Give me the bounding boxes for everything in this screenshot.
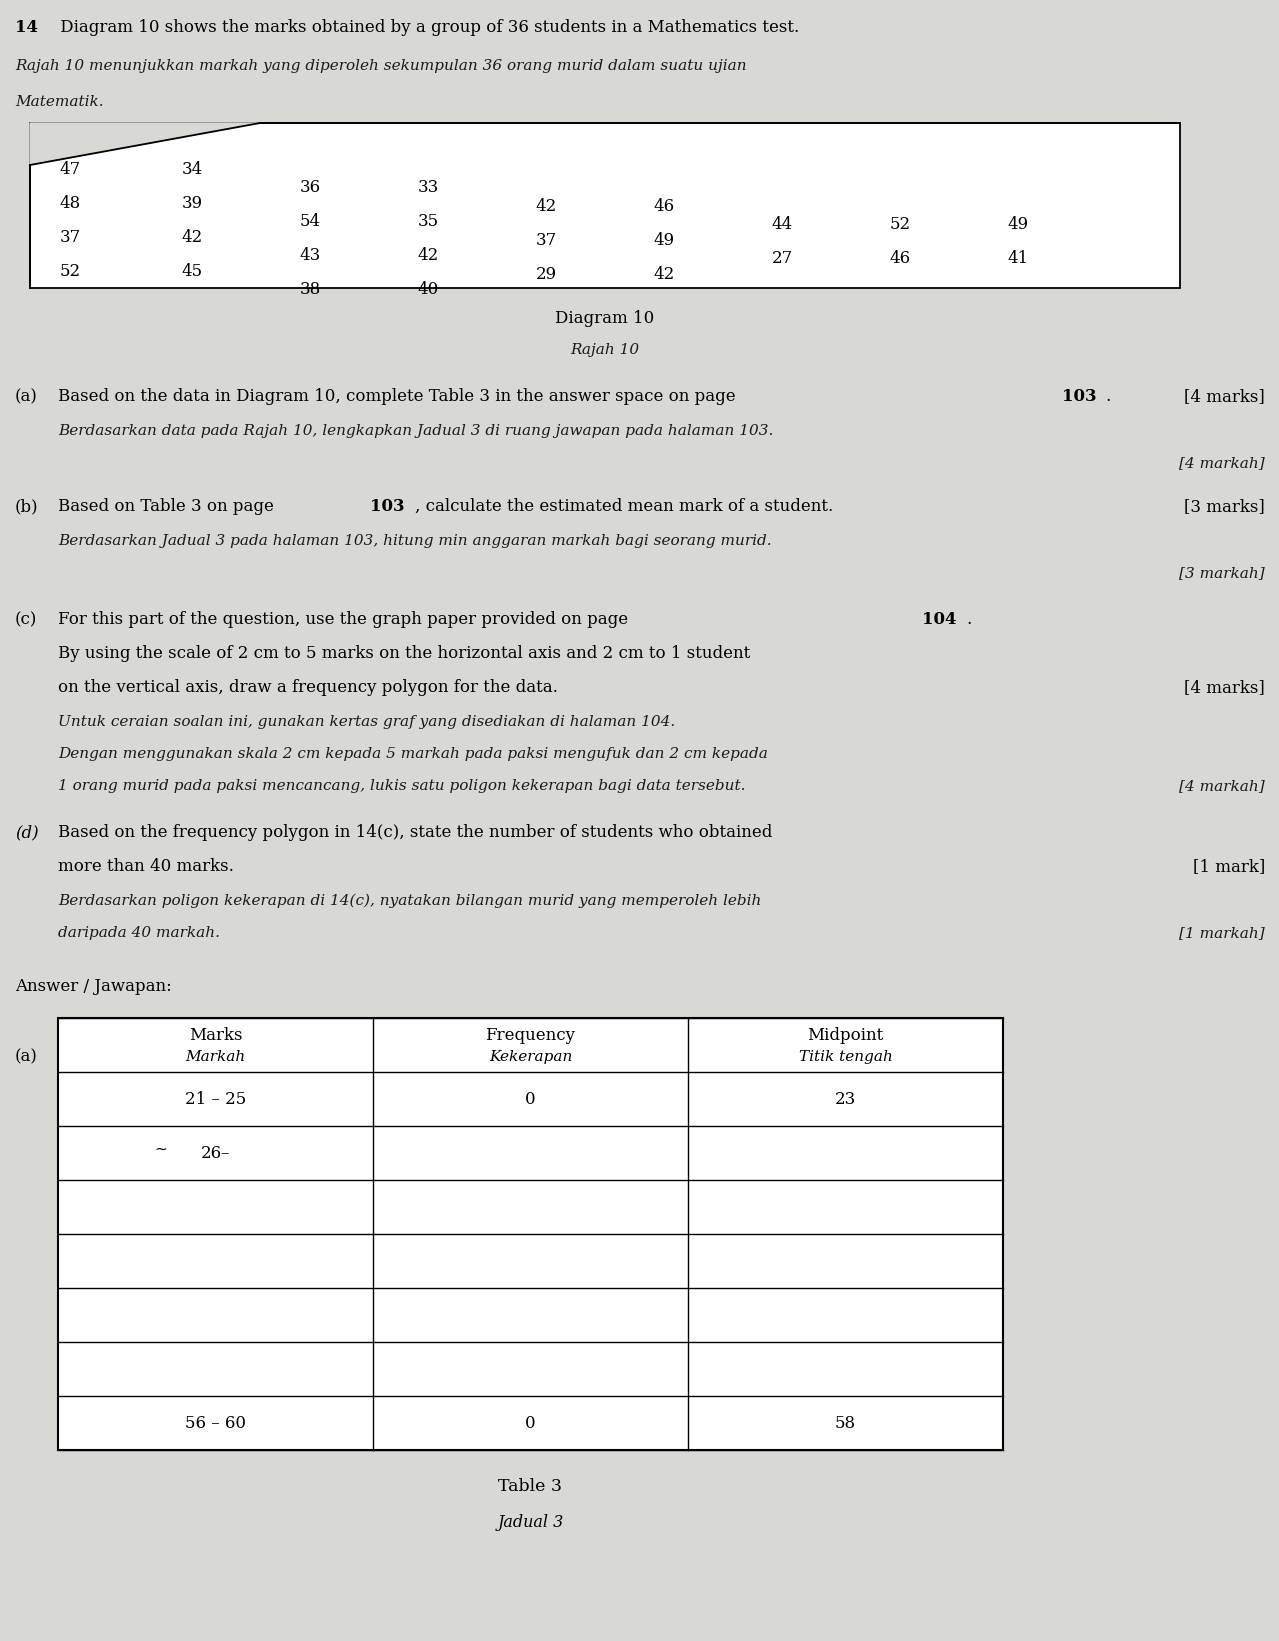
Text: 103: 103 (370, 497, 404, 515)
Text: 1 orang murid pada paksi mencancang, lukis satu poligon kekerapan bagi data ters: 1 orang murid pada paksi mencancang, luk… (58, 779, 746, 793)
Text: [4 markah]: [4 markah] (1179, 456, 1265, 469)
Text: on the vertical axis, draw a frequency polygon for the data.: on the vertical axis, draw a frequency p… (58, 679, 558, 696)
Text: 54: 54 (299, 213, 321, 230)
Text: 42: 42 (654, 266, 674, 282)
Text: 29: 29 (536, 266, 556, 282)
Text: 43: 43 (299, 248, 321, 264)
Text: Berdasarkan data pada Rajah 10, lengkapkan Jadual 3 di ruang jawapan pada halama: Berdasarkan data pada Rajah 10, lengkapk… (58, 423, 774, 438)
Text: [3 marks]: [3 marks] (1184, 497, 1265, 515)
Text: Frequency: Frequency (486, 1027, 576, 1044)
Text: 23: 23 (835, 1091, 856, 1108)
Text: Berdasarkan Jadual 3 pada halaman 103, hitung min anggaran markah bagi seorang m: Berdasarkan Jadual 3 pada halaman 103, h… (58, 533, 771, 548)
Text: 47: 47 (59, 161, 81, 177)
Text: .: . (1105, 387, 1110, 405)
Text: Jadual 3: Jadual 3 (498, 1515, 564, 1531)
Text: Based on the data in Diagram 10, complete Table 3 in the answer space on page: Based on the data in Diagram 10, complet… (58, 387, 741, 405)
Text: 26–: 26– (201, 1144, 230, 1162)
Text: Dengan menggunakan skala 2 cm kepada 5 markah pada paksi mengufuk dan 2 cm kepad: Dengan menggunakan skala 2 cm kepada 5 m… (58, 747, 767, 761)
Text: 58: 58 (835, 1415, 856, 1431)
Text: 27: 27 (771, 249, 793, 267)
Text: 103: 103 (1062, 387, 1096, 405)
Text: Based on Table 3 on page: Based on Table 3 on page (58, 497, 279, 515)
Text: Table 3: Table 3 (499, 1479, 563, 1495)
Text: 35: 35 (417, 213, 439, 230)
Text: 49: 49 (1008, 217, 1028, 233)
Text: [1 mark]: [1 mark] (1193, 858, 1265, 875)
Text: 40: 40 (417, 281, 439, 299)
Text: daripada 40 markah.: daripada 40 markah. (58, 926, 220, 940)
Text: ∼: ∼ (155, 1142, 166, 1157)
Text: 49: 49 (654, 231, 674, 249)
Text: Answer / Jawapan:: Answer / Jawapan: (15, 978, 171, 994)
Text: 56 – 60: 56 – 60 (185, 1415, 246, 1431)
Text: 48: 48 (59, 195, 81, 212)
Text: 33: 33 (417, 179, 439, 195)
Text: 38: 38 (299, 281, 321, 299)
Text: 104: 104 (922, 610, 957, 629)
Text: 52: 52 (889, 217, 911, 233)
Text: 37: 37 (59, 230, 81, 246)
Text: Rajah 10 menunjukkan markah yang diperoleh sekumpulan 36 orang murid dalam suatu: Rajah 10 menunjukkan markah yang diperol… (15, 59, 747, 72)
Text: 36: 36 (299, 179, 321, 195)
Bar (29, 123, 1181, 289)
Text: By using the scale of 2 cm to 5 marks on the horizontal axis and 2 cm to 1 stude: By using the scale of 2 cm to 5 marks on… (58, 645, 751, 661)
Text: Based on the frequency polygon in 14(c), state the number of students who obtain: Based on the frequency polygon in 14(c),… (58, 824, 773, 840)
Text: Matematik.: Matematik. (15, 95, 104, 108)
Text: 37: 37 (536, 231, 556, 249)
Text: Markah: Markah (185, 1050, 246, 1063)
Text: (b): (b) (15, 497, 38, 515)
Text: .: . (966, 610, 971, 629)
Polygon shape (29, 123, 260, 166)
Text: 42: 42 (536, 199, 556, 215)
Text: 14: 14 (15, 20, 38, 36)
Text: 42: 42 (182, 230, 202, 246)
Text: Untuk ceraian soalan ini, gunakan kertas graf yang disediakan di halaman 104.: Untuk ceraian soalan ini, gunakan kertas… (58, 715, 675, 729)
Text: 21 – 25: 21 – 25 (185, 1091, 246, 1108)
Text: Berdasarkan poligon kekerapan di 14(c), nyatakan bilangan murid yang memperoleh : Berdasarkan poligon kekerapan di 14(c), … (58, 894, 761, 909)
Text: 52: 52 (59, 263, 81, 281)
Text: 41: 41 (1008, 249, 1028, 267)
Text: (a): (a) (15, 1049, 38, 1065)
Text: 46: 46 (654, 199, 674, 215)
Text: Marks: Marks (189, 1027, 242, 1044)
Text: Diagram 10 shows the marks obtained by a group of 36 students in a Mathematics t: Diagram 10 shows the marks obtained by a… (55, 20, 799, 36)
Text: , calculate the estimated mean mark of a student.: , calculate the estimated mean mark of a… (414, 497, 833, 515)
Text: [4 marks]: [4 marks] (1184, 679, 1265, 696)
Text: Diagram 10: Diagram 10 (555, 310, 655, 327)
Text: [1 markah]: [1 markah] (1179, 926, 1265, 940)
Text: Midpoint: Midpoint (807, 1027, 884, 1044)
Text: Titik tengah: Titik tengah (798, 1050, 893, 1063)
Text: 42: 42 (417, 248, 439, 264)
Text: more than 40 marks.: more than 40 marks. (58, 858, 234, 875)
Text: [3 markah]: [3 markah] (1179, 566, 1265, 579)
Text: (d): (d) (15, 824, 38, 840)
Text: Kekerapan: Kekerapan (489, 1050, 572, 1063)
Text: 44: 44 (771, 217, 793, 233)
Text: [4 marks]: [4 marks] (1184, 387, 1265, 405)
Text: Rajah 10: Rajah 10 (570, 343, 640, 358)
Text: 0: 0 (526, 1091, 536, 1108)
Text: 39: 39 (182, 195, 202, 212)
Text: 0: 0 (526, 1415, 536, 1431)
Text: For this part of the question, use the graph paper provided on page: For this part of the question, use the g… (58, 610, 633, 629)
Text: (a): (a) (15, 387, 38, 405)
Text: 45: 45 (182, 263, 202, 281)
Text: (c): (c) (15, 610, 37, 629)
Text: 46: 46 (889, 249, 911, 267)
Text: [4 markah]: [4 markah] (1179, 779, 1265, 793)
Text: 34: 34 (182, 161, 202, 177)
Bar (58, 1017, 1003, 1451)
